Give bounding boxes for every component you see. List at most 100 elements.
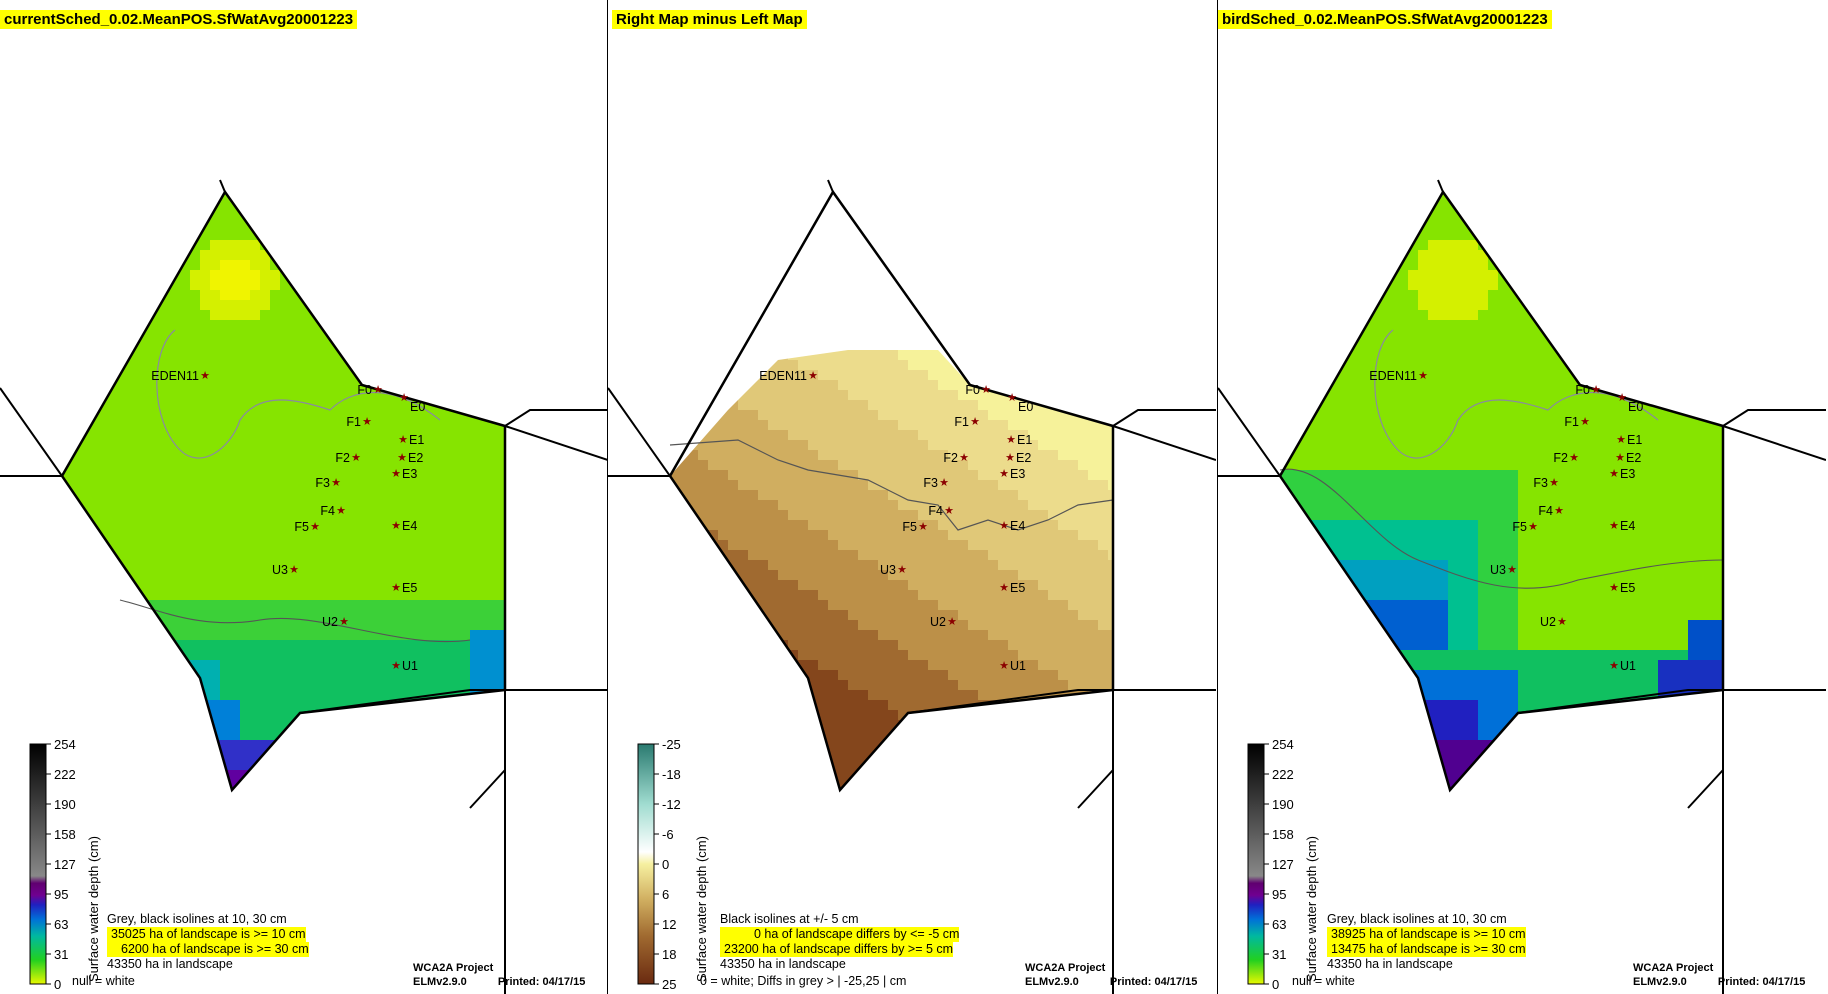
station-marker: ★ [1557,615,1567,628]
station-label: F5 [1512,520,1527,534]
station-marker: ★ [999,519,1009,532]
station-marker: ★ [1418,369,1428,382]
printed-date: Printed: 04/17/15 [497,976,586,988]
station-label: EDEN11 [759,369,807,383]
station-marker: ★ [999,581,1009,594]
isoline [1374,329,1659,459]
station-label: E4 [1620,519,1635,533]
station-marker: ★ [391,519,401,532]
station-marker: ★ [1609,519,1619,532]
station-marker: ★ [310,520,320,533]
legend-tick-label: 31 [1272,947,1286,962]
legend-tick-label: 31 [54,947,68,962]
legend-tick-label: 158 [1272,827,1294,842]
station-marker: ★ [959,451,969,464]
legend-tick-label: 0 [54,977,61,990]
station-marker: ★ [918,520,928,533]
area-30cm-stat: 13475 ha of landscape is >= 30 cm [1327,942,1526,957]
station-label: F4 [320,504,335,518]
station-marker: ★ [362,415,372,428]
landscape-total: 43350 ha in landscape [107,957,233,971]
canal-line [1722,425,1826,461]
isoline [156,329,441,459]
station-label: F1 [346,415,361,429]
left-map-panel: ★ EDEN11 ★ F0 ★ E0 ★ F1 ★ E1 ★ F2 ★ E2 ★ E3 ★ F3 ★ F4 ★ F5 ★ E4… [0,0,608,994]
station-label: E2 [408,451,423,465]
station-label: F0 [1575,383,1590,397]
legend-axis-label: Surface water depth (cm) [86,836,101,982]
legend-axis-label: Surface water depth (cm) [694,836,709,982]
station-marker: ★ [391,467,401,480]
legend-tick-label: 25 [662,977,676,990]
station-marker: ★ [1609,581,1619,594]
legend-tick-label: 190 [54,797,76,812]
station-label: U3 [880,563,896,577]
canal-line [608,387,672,477]
station-marker: ★ [289,563,299,576]
map-canvas: ★EDEN11★F0★E0★F1★ E1★F2 ★ E2★ E3★F3★F4★F5 ★ E4… [1218,179,1826,994]
footer: WCA2A Project ELMv2.9.0 Printed: 04/17/1… [413,962,585,988]
station-marker: ★ [391,659,401,672]
station-label: E2 [1016,451,1031,465]
station-label: E4 [402,519,417,533]
legend-tick-label: 0 [662,857,669,872]
station-label: E1 [409,433,424,447]
station-label: F3 [1533,476,1548,490]
station-label: F2 [1553,451,1568,465]
model-version: ELMv2.9.0 [1633,976,1687,988]
station-marker: ★ [944,504,954,517]
station-label: U1 [402,659,418,673]
station-marker: ★ [999,467,1009,480]
station-label: U3 [272,563,288,577]
station-marker: ★ [399,391,409,404]
station-label: F5 [294,520,309,534]
footer: WCA2A Project ELMv2.9.0 Printed: 04/17/1… [1025,962,1197,988]
raster-layer [670,350,1113,790]
null-note: null = white [1292,974,1355,988]
station-marker: ★ [200,369,210,382]
legend-tick-label: -18 [662,767,681,782]
isoline [119,599,471,643]
station-label: U2 [930,615,946,629]
station-label: F4 [1538,504,1553,518]
station-marker: ★ [1005,451,1015,464]
station-label: E5 [1620,581,1635,595]
station-marker: ★ [1591,383,1601,396]
map-canvas: ★EDEN11★F0★E0★F1★ E1★F2 ★ E2★ E3★F3★F4★F5 ★ E4… [0,179,608,994]
canal-line [469,769,506,809]
legend-tick-label: 12 [662,917,676,932]
legend-tick-label: -25 [662,740,681,752]
raster-layer [62,192,505,790]
station-marker: ★ [391,581,401,594]
difference-map-panel: ★ EDEN11 ★ F0 ★ E0 ★ F1 ★ E1 ★ F2 ★ E2 ★ E3 ★ F3 ★ F4 ★ F5 ★ E4… [608,0,1216,994]
station-label: EDEN11 [1369,369,1417,383]
station-marker: ★ [1569,451,1579,464]
station-label: F1 [954,415,969,429]
station-marker: ★ [398,433,408,446]
legend-bar [637,743,655,985]
station-marker: ★ [897,563,907,576]
legend-tick-label: 222 [1272,767,1294,782]
canal-line [907,689,1216,714]
isoline [1279,468,1724,589]
station-marker: ★ [1528,520,1538,533]
station-label: F2 [335,451,350,465]
station-marker: ★ [999,659,1009,672]
null-note: 0 = white; Diffs in grey > | -25,25 | cm [700,974,907,988]
canal-line [1077,769,1114,809]
station-label: F3 [315,476,330,490]
canal-line [1517,689,1826,714]
station-label: U3 [1490,563,1506,577]
printed-date: Printed: 04/17/15 [1717,976,1806,988]
station-marker: ★ [1549,476,1559,489]
station-label: E0 [410,400,425,414]
legend-tick-label: 6 [662,887,669,902]
printed-date: Printed: 04/17/15 [1109,976,1198,988]
station-marker: ★ [1554,504,1564,517]
station-label: E5 [402,581,417,595]
legend-tick-label: 254 [54,740,76,752]
station-label: U2 [1540,615,1556,629]
footer: WCA2A Project ELMv2.9.0 Printed: 04/17/1… [1633,962,1805,988]
station-label: E2 [1626,451,1641,465]
legend-tick-label: -6 [662,827,674,842]
